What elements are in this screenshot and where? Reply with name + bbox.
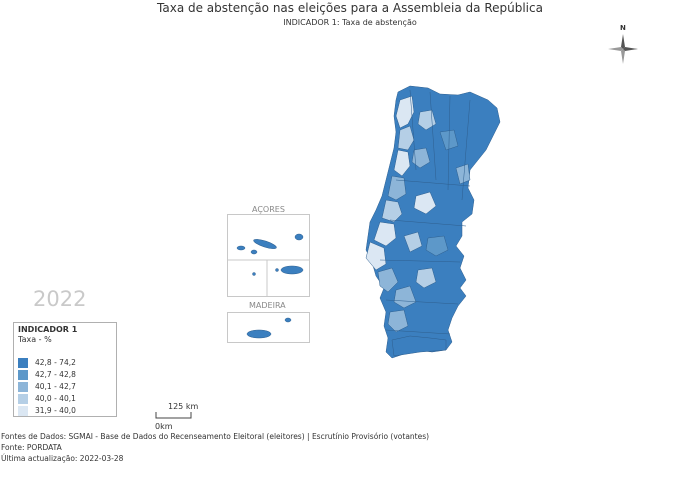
region-inland-5 bbox=[425, 235, 449, 257]
region-inland-2 bbox=[411, 147, 431, 169]
footer-updated: Última actualização: 2022-03-28 bbox=[1, 454, 124, 463]
region-northeast-1 bbox=[455, 163, 471, 185]
compass-north-label: N bbox=[620, 24, 626, 32]
region-coast-north bbox=[395, 95, 415, 129]
legend-label: 42,7 - 42,8 bbox=[35, 370, 76, 379]
acores-label: AÇORES bbox=[252, 205, 285, 214]
region-alentejo-3 bbox=[387, 309, 409, 333]
region-leiria bbox=[373, 221, 397, 247]
region-inland-3 bbox=[413, 191, 437, 215]
island-3 bbox=[294, 233, 304, 241]
madeira-inset bbox=[227, 312, 310, 343]
region-coimbra bbox=[381, 199, 403, 223]
island-6 bbox=[252, 272, 256, 276]
island-7 bbox=[275, 268, 279, 272]
island-2 bbox=[253, 239, 277, 249]
scale-line bbox=[155, 412, 192, 419]
legend: INDICADOR 1 Taxa - % 42,8 - 74,2 42,7 - … bbox=[13, 322, 117, 417]
legend-label: 31,9 - 40,0 bbox=[35, 406, 76, 415]
footer-source: Fonte: PORDATA bbox=[1, 443, 62, 452]
legend-label: 40,1 - 42,7 bbox=[35, 382, 76, 391]
island-4 bbox=[250, 249, 258, 255]
region-alentejo-1 bbox=[393, 285, 417, 309]
region-porto bbox=[397, 125, 415, 151]
map-title: Taxa de abstenção nas eleições para a As… bbox=[157, 1, 543, 15]
region-inland-4 bbox=[403, 231, 423, 253]
scale-bar: 125 km 0km bbox=[155, 402, 225, 432]
region-alentejo-2 bbox=[415, 267, 437, 289]
scale-zero-label: 0km bbox=[155, 422, 173, 431]
acores-inset bbox=[227, 214, 310, 297]
region-lisbon bbox=[365, 241, 387, 271]
island-1 bbox=[236, 245, 246, 251]
madeira-label: MADEIRA bbox=[249, 301, 286, 310]
legend-label: 40,0 - 40,1 bbox=[35, 394, 76, 403]
footer-sources: Fontes de Dados: SGMAI - Base de Dados d… bbox=[1, 432, 430, 441]
legend-swatch bbox=[18, 370, 28, 380]
year-label: 2022 bbox=[33, 287, 87, 311]
region-setubal bbox=[377, 267, 399, 293]
legend-swatch bbox=[18, 406, 28, 416]
region-algarve bbox=[391, 335, 447, 357]
legend-swatch bbox=[18, 394, 28, 404]
compass-icon bbox=[608, 34, 638, 64]
island-porto-santo bbox=[284, 317, 292, 323]
map-subtitle: INDICADOR 1: Taxa de abstenção bbox=[283, 18, 417, 27]
mainland-region-base bbox=[365, 85, 501, 359]
legend-label: 42,8 - 74,2 bbox=[35, 358, 76, 367]
region-porto-south bbox=[393, 149, 411, 177]
island-madeira bbox=[246, 329, 272, 339]
compass-rose: N bbox=[606, 24, 640, 64]
legend-swatch bbox=[18, 358, 28, 368]
region-aveiro bbox=[387, 175, 407, 201]
legend-title: INDICADOR 1 bbox=[18, 325, 78, 334]
legend-subtitle: Taxa - % bbox=[18, 335, 52, 344]
legend-swatch bbox=[18, 382, 28, 392]
island-5 bbox=[280, 265, 304, 275]
scale-label: 125 km bbox=[168, 402, 199, 411]
